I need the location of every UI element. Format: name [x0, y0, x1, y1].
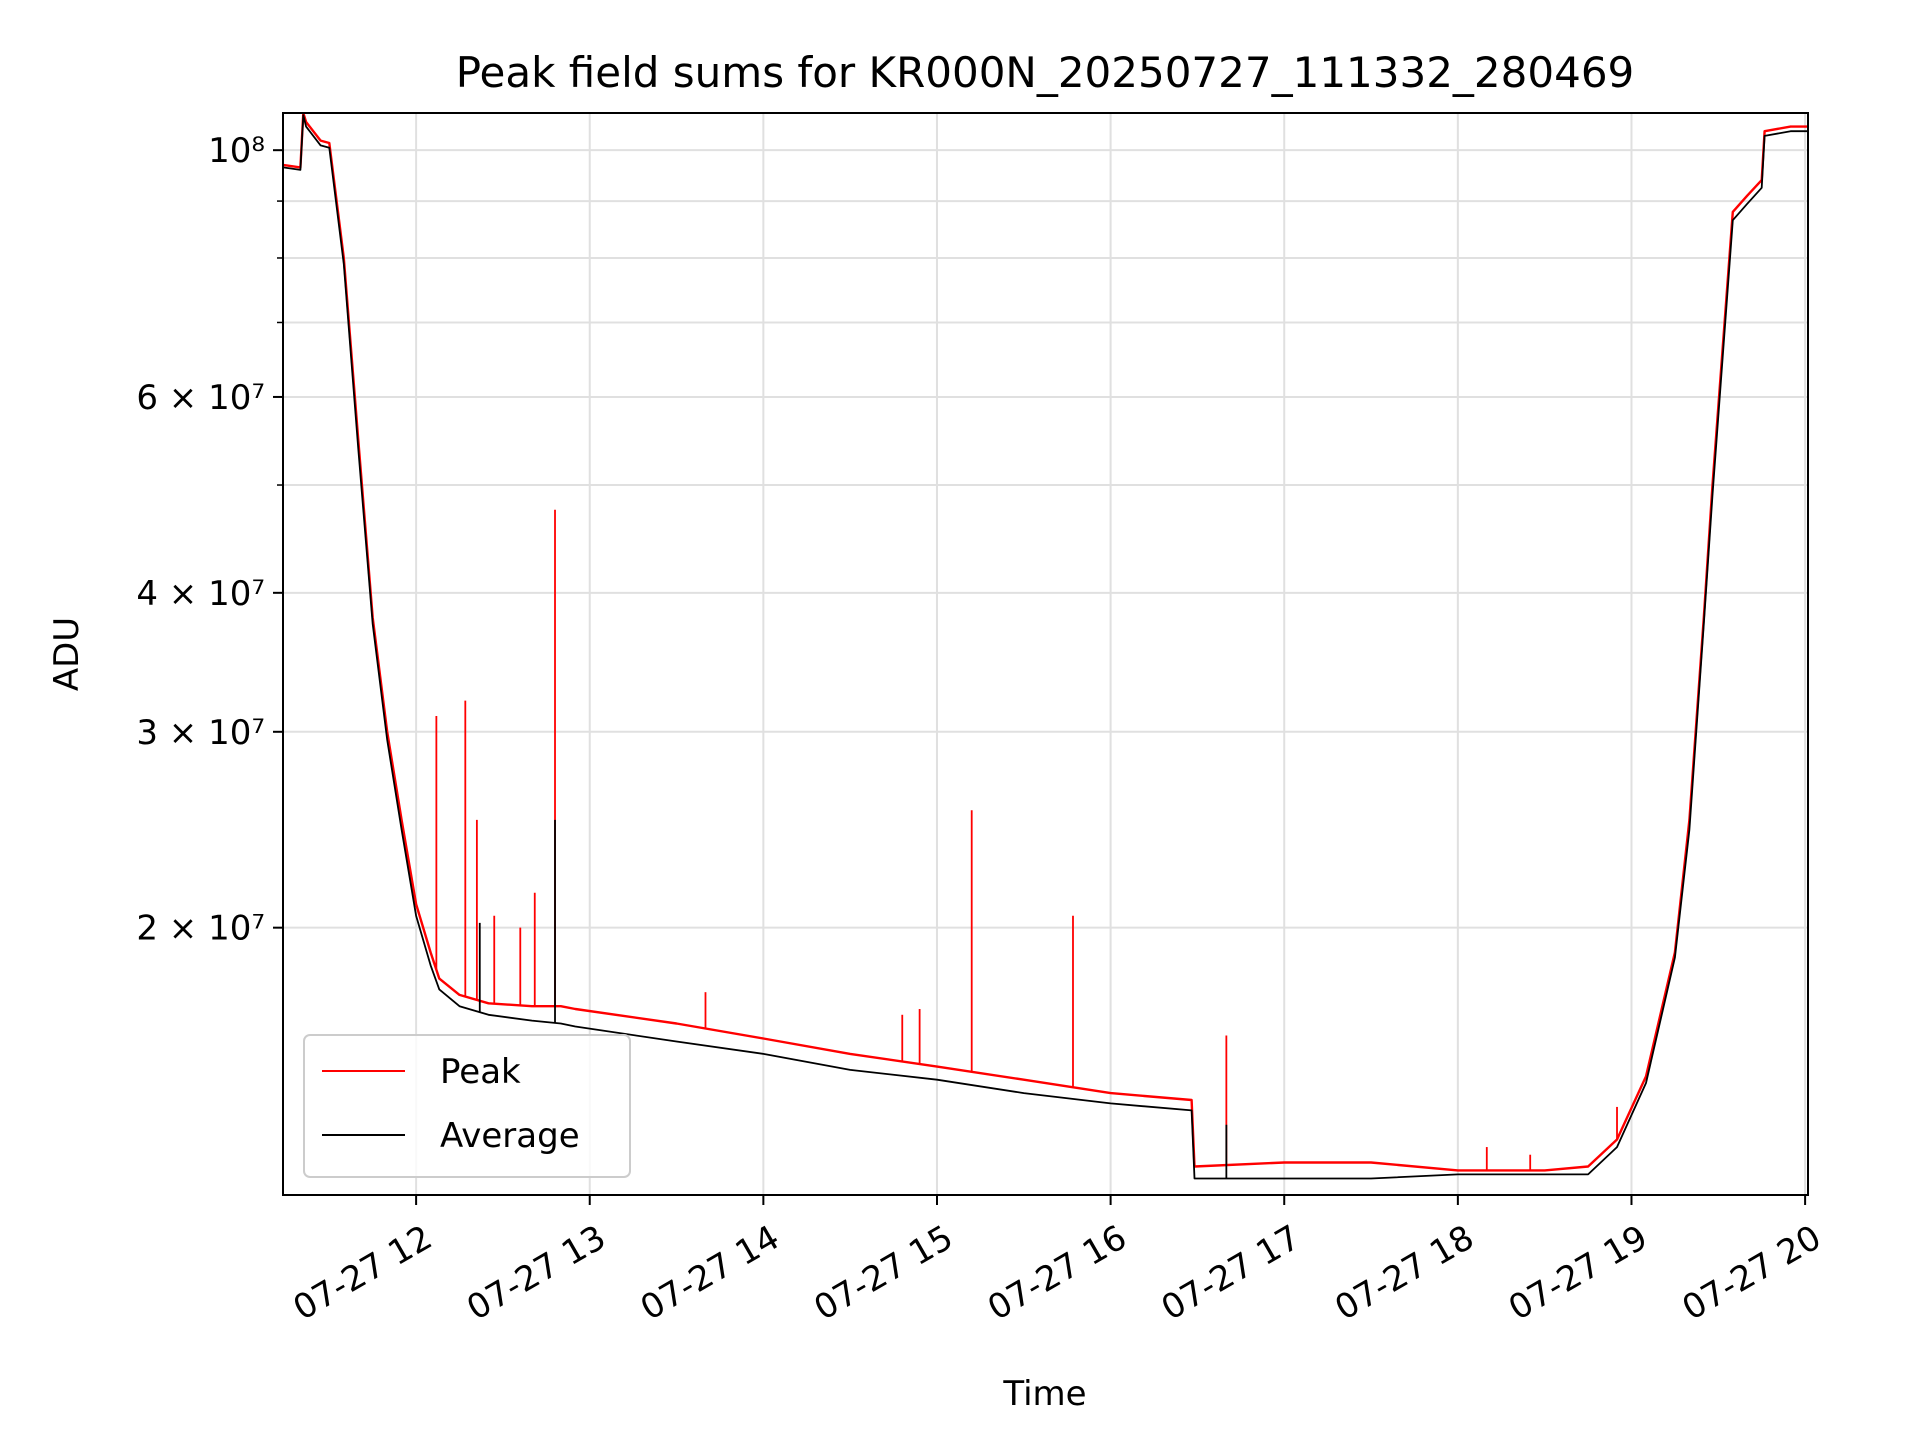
y-axis-label: ADU: [47, 617, 87, 691]
y-tick-label: 6 × 10⁷: [136, 378, 265, 418]
y-tick-label: 3 × 10⁷: [136, 713, 265, 753]
average-series-line: [283, 114, 1808, 1180]
legend-average-label: Average: [440, 1116, 580, 1156]
legend: Peak Average: [303, 1034, 631, 1178]
x-axis-label: Time: [1002, 1374, 1086, 1414]
y-tick-label: 2 × 10⁷: [136, 909, 265, 949]
y-axis: 2 × 10⁷ 3 × 10⁷ 4 × 10⁷ 6 × 10⁷ 10⁸: [136, 131, 283, 949]
y-tick-label: 4 × 10⁷: [136, 574, 265, 614]
series-layer: [283, 113, 1808, 1180]
chart-title: Peak field sums for KR000N_20250727_1113…: [456, 48, 1635, 97]
legend-peak-label: Peak: [440, 1052, 521, 1092]
grid-lines: [283, 113, 1808, 1195]
plot-frame: [282, 112, 1809, 1196]
y-tick-label: 10⁸: [208, 131, 265, 171]
